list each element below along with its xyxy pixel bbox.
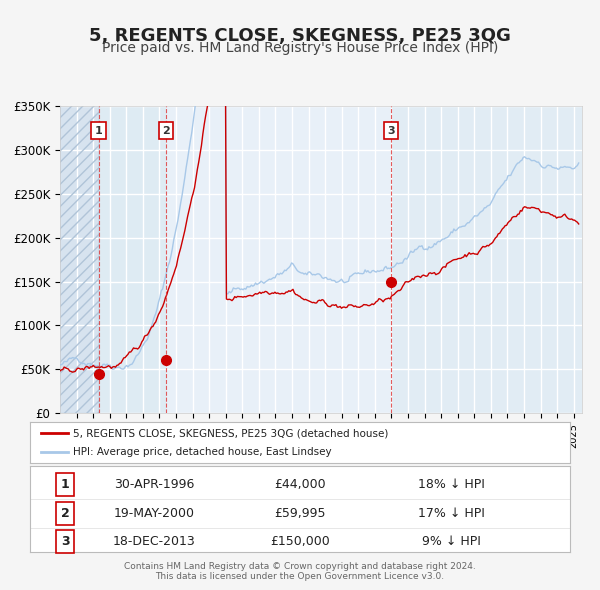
Text: 1: 1 [95, 126, 103, 136]
Bar [391, 106, 582, 413]
Text: 5, REGENTS CLOSE, SKEGNESS, PE25 3QG: 5, REGENTS CLOSE, SKEGNESS, PE25 3QG [89, 27, 511, 45]
Text: 18% ↓ HPI: 18% ↓ HPI [418, 478, 485, 491]
Text: £59,995: £59,995 [274, 507, 326, 520]
Text: 9% ↓ HPI: 9% ↓ HPI [422, 535, 481, 548]
Bar [98, 106, 166, 413]
Text: Price paid vs. HM Land Registry's House Price Index (HPI): Price paid vs. HM Land Registry's House … [102, 41, 498, 55]
Text: Contains HM Land Registry data © Crown copyright and database right 2024.
This d: Contains HM Land Registry data © Crown c… [124, 562, 476, 581]
Text: 1: 1 [61, 478, 70, 491]
Text: 30-APR-1996: 30-APR-1996 [114, 478, 194, 491]
Text: 19-MAY-2000: 19-MAY-2000 [114, 507, 194, 520]
Text: £150,000: £150,000 [270, 535, 330, 548]
Text: 2: 2 [162, 126, 170, 136]
Text: HPI: Average price, detached house, East Lindsey: HPI: Average price, detached house, East… [73, 447, 332, 457]
Text: 17% ↓ HPI: 17% ↓ HPI [418, 507, 485, 520]
Text: £44,000: £44,000 [274, 478, 326, 491]
Bar [60, 106, 98, 413]
Text: 5, REGENTS CLOSE, SKEGNESS, PE25 3QG (detached house): 5, REGENTS CLOSE, SKEGNESS, PE25 3QG (de… [73, 428, 389, 438]
Bar [60, 106, 98, 413]
Text: 3: 3 [61, 535, 70, 548]
Text: 3: 3 [387, 126, 395, 136]
Text: 2: 2 [61, 507, 70, 520]
Text: 18-DEC-2013: 18-DEC-2013 [113, 535, 196, 548]
